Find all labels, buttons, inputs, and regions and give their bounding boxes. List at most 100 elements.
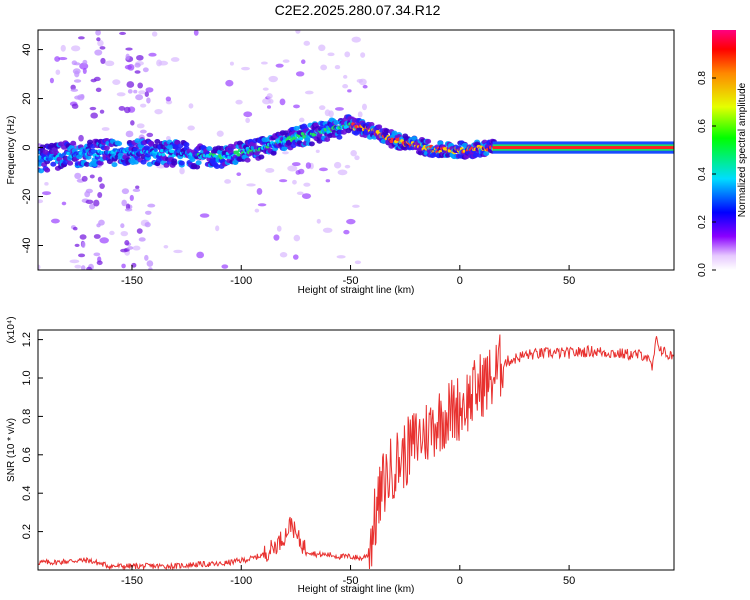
noise-mark bbox=[88, 203, 96, 210]
noise-mark bbox=[95, 87, 102, 93]
noise-mark bbox=[224, 179, 232, 184]
noise-mark bbox=[138, 90, 146, 95]
noise-mark bbox=[139, 129, 147, 134]
band-mark bbox=[132, 159, 139, 165]
noise-mark bbox=[78, 253, 86, 258]
noise-mark bbox=[299, 117, 305, 123]
noise-mark bbox=[296, 191, 304, 196]
noise-mark bbox=[273, 234, 280, 241]
noise-mark bbox=[74, 172, 82, 180]
noise-mark bbox=[134, 62, 141, 68]
noise-mark bbox=[138, 237, 146, 242]
noise-mark bbox=[319, 167, 328, 172]
noise-mark bbox=[93, 199, 100, 207]
noise-mark bbox=[245, 117, 251, 124]
band-mark bbox=[111, 162, 118, 168]
noise-mark bbox=[188, 103, 194, 109]
noise-mark bbox=[229, 61, 234, 66]
noise-mark bbox=[316, 218, 321, 224]
noise-mark bbox=[266, 105, 272, 109]
noise-mark bbox=[144, 222, 151, 228]
noise-mark bbox=[74, 95, 81, 100]
noise-mark bbox=[140, 103, 147, 108]
band-mark bbox=[402, 145, 409, 151]
noise-mark bbox=[187, 125, 195, 131]
noise-mark bbox=[73, 62, 81, 66]
noise-mark bbox=[241, 66, 250, 71]
noise-mark bbox=[94, 49, 103, 56]
band-mark bbox=[106, 159, 113, 165]
top-y-tick-label: 0 bbox=[21, 144, 33, 150]
band-mark bbox=[76, 154, 83, 160]
noise-mark bbox=[325, 179, 331, 183]
noise-mark bbox=[336, 255, 346, 259]
band-mark bbox=[85, 154, 92, 160]
noise-mark bbox=[346, 218, 356, 225]
noise-mark bbox=[235, 99, 243, 105]
noise-mark bbox=[136, 228, 143, 234]
band-mark bbox=[50, 161, 57, 167]
band-core-mark bbox=[153, 148, 158, 152]
scale-factor-label: (x10⁴) bbox=[6, 316, 17, 343]
snr-series-line bbox=[38, 334, 674, 570]
noise-mark bbox=[38, 199, 44, 204]
noise-mark bbox=[361, 103, 368, 111]
noise-mark bbox=[256, 188, 263, 195]
band-core-mark bbox=[299, 136, 304, 141]
bottom-y-tick-label: 0.2 bbox=[21, 524, 33, 539]
noise-mark bbox=[127, 246, 134, 250]
noise-mark bbox=[148, 52, 157, 57]
top-x-tick-label: -100 bbox=[230, 275, 252, 287]
noise-mark bbox=[84, 190, 91, 198]
band-mark bbox=[380, 138, 387, 144]
colorbar-tick-label: 0.8 bbox=[697, 71, 708, 85]
noise-mark bbox=[44, 182, 49, 186]
noise-mark bbox=[89, 106, 97, 111]
noise-mark bbox=[262, 87, 269, 91]
noise-mark bbox=[360, 52, 366, 58]
noise-mark bbox=[343, 74, 348, 79]
noise-mark bbox=[86, 266, 92, 270]
noise-mark bbox=[133, 89, 138, 94]
noise-mark bbox=[61, 201, 67, 206]
chart-title: C2E2.2025.280.07.34.R12 bbox=[274, 2, 441, 18]
bottom-x-axis-label: Height of straight line (km) bbox=[298, 584, 415, 595]
top-x-axis-label: Height of straight line (km) bbox=[298, 285, 415, 296]
noise-mark bbox=[165, 96, 172, 102]
noise-mark bbox=[154, 108, 163, 115]
noise-mark bbox=[123, 106, 131, 114]
noise-mark bbox=[295, 170, 301, 175]
noise-mark bbox=[215, 225, 220, 232]
noise-mark bbox=[79, 234, 87, 240]
noise-mark bbox=[129, 194, 134, 202]
noise-mark bbox=[354, 260, 362, 265]
noise-mark bbox=[121, 199, 127, 207]
band-core-mark bbox=[159, 148, 164, 153]
band-mark bbox=[140, 159, 147, 165]
band-mark bbox=[194, 164, 201, 170]
noise-mark bbox=[120, 230, 129, 237]
noise-mark bbox=[38, 264, 41, 270]
band-mark bbox=[116, 141, 123, 147]
noise-mark bbox=[279, 98, 286, 106]
noise-mark bbox=[301, 59, 306, 65]
noise-mark bbox=[69, 259, 80, 264]
noise-mark bbox=[96, 260, 103, 266]
band-mark bbox=[38, 168, 45, 174]
noise-mark bbox=[352, 204, 360, 208]
colorbar-tick-label: 0.6 bbox=[697, 119, 708, 133]
noise-mark bbox=[100, 57, 106, 65]
steady-band-core bbox=[492, 146, 674, 150]
noise-mark bbox=[246, 183, 256, 187]
noise-mark bbox=[327, 52, 335, 57]
band-core-mark bbox=[236, 152, 241, 157]
noise-mark bbox=[165, 136, 171, 141]
noise-mark bbox=[262, 98, 272, 105]
noise-mark bbox=[334, 65, 341, 70]
noise-mark bbox=[304, 90, 314, 95]
noise-mark bbox=[96, 37, 101, 42]
band-mark bbox=[97, 160, 104, 166]
noise-mark bbox=[97, 39, 104, 47]
noise-mark bbox=[318, 44, 326, 52]
noise-mark bbox=[80, 94, 85, 99]
